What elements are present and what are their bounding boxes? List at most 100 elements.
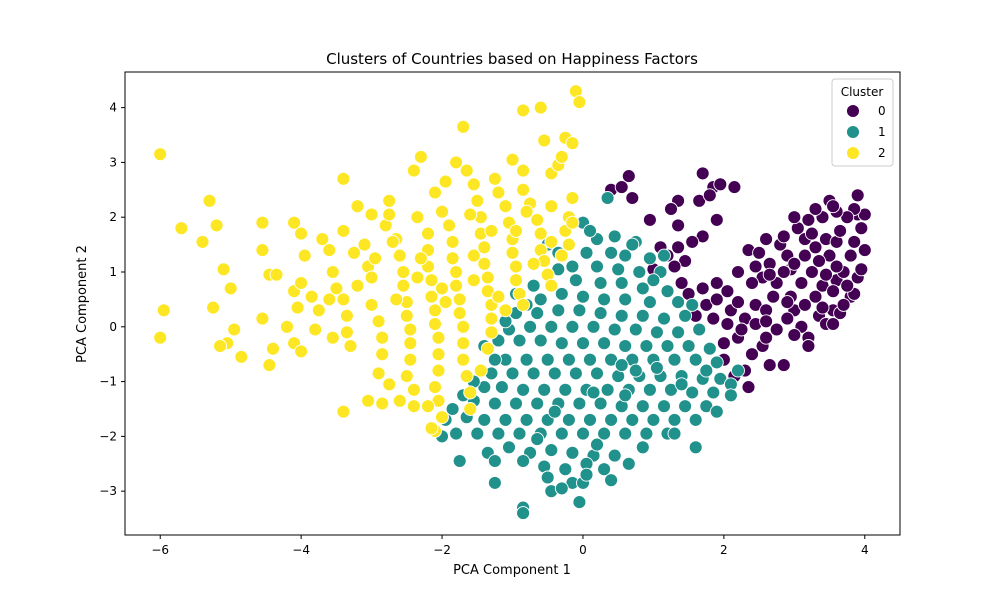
point-cluster-1	[512, 426, 527, 441]
point-cluster-0	[836, 297, 851, 312]
point-cluster-2	[498, 199, 513, 214]
point-cluster-2	[438, 295, 453, 310]
point-cluster-2	[410, 210, 425, 225]
point-cluster-1	[709, 404, 724, 419]
point-cluster-2	[392, 248, 407, 263]
point-cluster-1	[561, 412, 576, 427]
point-cluster-1	[667, 426, 682, 441]
point-cluster-2	[487, 171, 502, 186]
point-cluster-2	[375, 396, 390, 411]
point-cluster-1	[597, 462, 612, 477]
point-cluster-1	[487, 396, 502, 411]
point-cluster-2	[498, 303, 513, 318]
legend-label-0: 0	[878, 104, 886, 118]
point-cluster-0	[716, 336, 731, 351]
point-cluster-0	[854, 221, 869, 236]
point-cluster-1	[593, 306, 608, 321]
point-cluster-2	[544, 199, 559, 214]
point-cluster-0	[801, 212, 816, 227]
point-cluster-2	[449, 265, 464, 279]
point-cluster-1	[657, 399, 671, 414]
point-cluster-2	[202, 193, 217, 208]
point-cluster-1	[600, 191, 615, 205]
point-cluster-2	[509, 223, 523, 238]
point-cluster-2	[572, 95, 587, 110]
point-cluster-2	[505, 152, 520, 167]
point-cluster-1	[533, 292, 548, 307]
point-cluster-2	[466, 248, 481, 263]
legend-label-2: 2	[878, 146, 886, 160]
point-cluster-2	[364, 207, 379, 222]
point-cluster-2	[206, 300, 221, 315]
point-cluster-2	[530, 212, 545, 227]
point-cluster-2	[509, 273, 523, 288]
point-cluster-2	[269, 267, 284, 282]
point-cluster-0	[762, 267, 777, 282]
point-cluster-1	[554, 286, 569, 301]
point-cluster-1	[678, 399, 693, 414]
point-cluster-2	[428, 185, 442, 200]
point-cluster-2	[438, 174, 453, 189]
point-cluster-1	[519, 412, 534, 427]
point-cluster-1	[498, 412, 513, 427]
point-cluster-0	[797, 248, 812, 263]
point-cluster-1	[540, 470, 555, 485]
point-cluster-0	[829, 259, 844, 274]
point-cluster-2	[403, 352, 418, 367]
point-cluster-2	[456, 352, 471, 367]
point-cluster-1	[618, 388, 633, 403]
point-cluster-0	[847, 234, 862, 249]
point-cluster-1	[618, 248, 633, 263]
point-cluster-0	[614, 180, 629, 195]
point-cluster-1	[516, 506, 531, 521]
point-cluster-2	[516, 182, 531, 197]
point-cluster-1	[593, 396, 608, 411]
point-cluster-2	[442, 218, 457, 233]
point-cluster-2	[466, 177, 481, 192]
point-cluster-2	[255, 215, 270, 230]
point-cluster-2	[294, 276, 309, 290]
point-cluster-0	[727, 180, 742, 195]
point-cluster-2	[526, 256, 541, 271]
point-cluster-1	[702, 341, 717, 356]
y-tick-label: −2	[99, 429, 117, 443]
point-cluster-2	[339, 308, 354, 323]
point-cluster-0	[667, 259, 682, 274]
point-cluster-2	[399, 369, 414, 384]
point-cluster-0	[752, 245, 767, 260]
point-cluster-1	[723, 388, 738, 403]
point-cluster-1	[635, 281, 650, 296]
point-cluster-1	[572, 495, 587, 510]
point-cluster-1	[572, 303, 587, 318]
point-cluster-2	[435, 281, 449, 296]
point-cluster-2	[456, 119, 471, 134]
point-cluster-0	[826, 199, 841, 214]
point-cluster-1	[660, 284, 675, 299]
x-tick-label: 4	[861, 543, 869, 557]
point-cluster-0	[833, 223, 848, 238]
point-cluster-1	[523, 319, 538, 334]
point-cluster-2	[449, 278, 464, 293]
point-cluster-2	[216, 262, 231, 277]
point-cluster-2	[435, 204, 449, 219]
point-cluster-1	[642, 295, 657, 310]
point-cluster-1	[635, 440, 650, 455]
point-cluster-0	[808, 240, 823, 255]
point-cluster-0	[854, 262, 869, 277]
point-cluster-2	[343, 339, 358, 353]
point-cluster-2	[336, 404, 351, 419]
point-cluster-1	[706, 385, 721, 400]
point-cluster-1	[731, 363, 745, 378]
point-cluster-1	[604, 473, 619, 488]
legend-box	[831, 78, 894, 167]
point-cluster-2	[484, 223, 499, 238]
point-cluster-2	[322, 292, 337, 307]
point-cluster-0	[787, 328, 802, 342]
point-cluster-2	[466, 273, 481, 288]
point-cluster-2	[234, 349, 249, 364]
point-cluster-1	[646, 273, 661, 288]
point-cluster-1	[586, 385, 601, 400]
point-cluster-2	[336, 171, 351, 186]
y-tick-label: 0	[109, 320, 117, 334]
